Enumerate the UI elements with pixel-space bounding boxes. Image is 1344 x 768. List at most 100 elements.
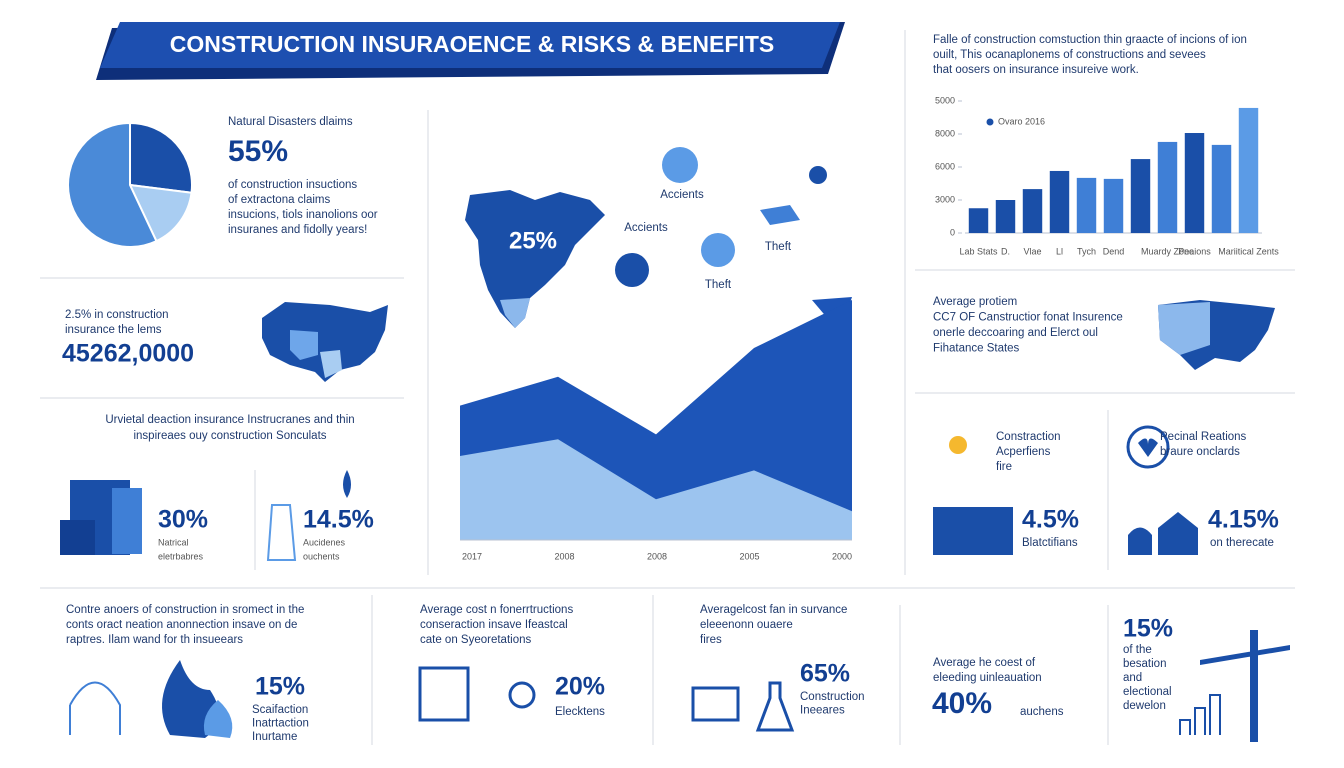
person-icon [508, 681, 536, 709]
desc-line: eleeding uinleauation [933, 672, 1042, 684]
desc-line: Average protiem [933, 296, 1017, 308]
x-tick-label: D. [1001, 246, 1010, 256]
desc-line: fires [700, 634, 722, 646]
desc-line: CC7 OF Canstructior fonat Insurence [933, 312, 1123, 324]
desc-line: Constraction [996, 431, 1061, 443]
y-tick-label: 6000 [935, 161, 955, 171]
stat-note: of the [1123, 644, 1152, 656]
desc-line: Averagelcost fan in survance [700, 604, 847, 616]
x-tick-label: 2008 [554, 551, 574, 561]
bar [1130, 159, 1151, 233]
desc-line: Acperfiens [996, 446, 1051, 458]
x-tick-label: Tych [1077, 246, 1096, 256]
heart-icon [1138, 438, 1158, 457]
stat: 20% [555, 673, 605, 701]
icon [701, 233, 735, 267]
bar [1184, 133, 1205, 233]
stat-note: Ineeares [800, 705, 845, 717]
title: CONSTRUCTION INSURAOENCE & RISKS & BENEF… [170, 31, 774, 57]
stat-note: electional [1123, 686, 1172, 698]
stat: 40% [932, 687, 992, 720]
pie-slice [128, 183, 193, 243]
pie-slice [67, 121, 158, 248]
desc-line: 2.5% in construction [65, 309, 169, 321]
stat: 65% [800, 660, 850, 688]
y-tick-label: 5000 [935, 95, 955, 105]
stat-note: besation [1123, 658, 1166, 670]
stat-note: Natrical [158, 537, 189, 547]
tower-icon [266, 504, 297, 561]
stat: 15% [255, 673, 305, 701]
bar [995, 200, 1016, 233]
building-icon [60, 520, 95, 555]
banner [100, 22, 840, 68]
x-tick-label: 2005 [739, 551, 759, 561]
desc-line: onerle deccoaring and Elerct oul [933, 327, 1098, 339]
x-tick-label: Vlae [1023, 246, 1041, 256]
bar [1157, 141, 1178, 233]
stat-note: ouchents [303, 551, 340, 561]
flask-icon [755, 681, 795, 732]
icon [760, 205, 800, 225]
stat: 14.5% [303, 506, 374, 534]
bar [1022, 189, 1043, 233]
stat: 30% [158, 506, 208, 534]
stat-note: Blatctifians [1022, 537, 1078, 549]
intro-line: Falle of construction comstuction thin g… [933, 34, 1247, 46]
stat: 4.15% [1208, 506, 1279, 534]
desc-line: fire [996, 461, 1012, 473]
desc-line: insucions, tiols inanolions oor [228, 209, 378, 221]
heart-icon [1126, 425, 1170, 469]
stat-note: auchens [1020, 706, 1064, 718]
label: Natural Disasters dlaims [228, 116, 353, 128]
stat: 15% [1123, 615, 1173, 643]
stat: 45262,0000 [62, 340, 194, 368]
y-tick-label: 0 [950, 227, 955, 237]
continent-map [465, 190, 605, 328]
stat: 55% [228, 135, 288, 168]
pie-slice [129, 121, 193, 194]
icon [615, 253, 649, 287]
desc-line: Average he coest of [933, 657, 1036, 669]
map-stat: 25% [509, 227, 557, 254]
y-tick-label: 3000 [935, 194, 955, 204]
desc-line: conts oract neation anonnection insave o… [66, 619, 297, 631]
bulb-icon [949, 436, 967, 454]
desc-line: cate on Syeoretations [420, 634, 531, 646]
stat: 4.5% [1022, 506, 1079, 534]
map-label: Accients [660, 189, 704, 201]
stat-note: Inurtame [252, 731, 297, 743]
bar [968, 208, 989, 233]
us-map-region [290, 330, 318, 360]
bar [1076, 177, 1097, 233]
bar [1103, 178, 1124, 233]
windmill-icon [69, 681, 121, 735]
x-tick-label: 2000 [832, 551, 852, 561]
continent-region [500, 298, 530, 328]
stat-note: Aucidenes [303, 537, 346, 547]
building-icon [112, 488, 142, 554]
bars-icon [1179, 694, 1221, 735]
desc-line: eleeenonn ouaere [700, 619, 793, 631]
stat-note: and [1123, 672, 1142, 684]
desc-line: insurance the lems [65, 324, 162, 336]
container-icon [933, 507, 1013, 555]
bar [1238, 107, 1259, 233]
bar [1049, 170, 1070, 233]
drop-icon [343, 470, 351, 498]
fire-icon [162, 660, 219, 738]
map-label: Accients [624, 222, 668, 234]
house-icon [1128, 512, 1198, 555]
map-label: Theft [765, 241, 792, 253]
desc-line: insuranes and fidolly years! [228, 224, 367, 236]
desc-line: of construction insuctions [228, 179, 357, 191]
x-tick-label: Ll [1056, 246, 1063, 256]
stat-note: dewelon [1123, 700, 1166, 712]
stat-note: on therecate [1210, 537, 1274, 549]
x-tick-label: Peaions [1178, 246, 1211, 256]
area [460, 439, 852, 540]
x-tick-label: 2008 [647, 551, 667, 561]
map-label: Theft [705, 279, 732, 291]
y-tick-label: 8000 [935, 128, 955, 138]
